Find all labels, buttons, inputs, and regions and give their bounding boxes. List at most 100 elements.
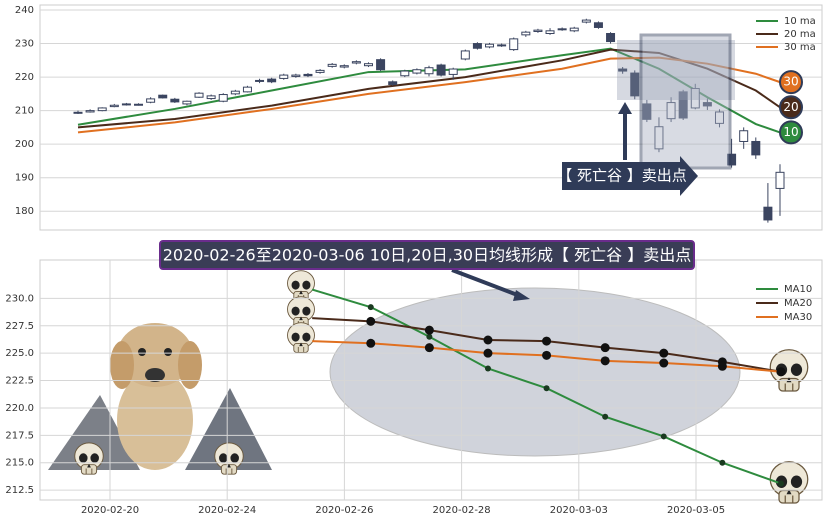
x-tick-label: 2020-03-05 — [667, 505, 725, 516]
candle-body — [593, 22, 603, 28]
candle-body — [242, 86, 252, 93]
marker — [717, 361, 727, 371]
candle-body — [351, 61, 361, 64]
marker — [424, 325, 434, 335]
marker — [483, 348, 493, 358]
legend-label: MA10 — [784, 284, 812, 295]
y-tick-label: 240 — [15, 5, 34, 16]
candle-body — [739, 130, 749, 142]
top-plot-frame — [39, 4, 823, 231]
candle-body — [376, 59, 386, 71]
candle-body — [751, 140, 761, 156]
highlight: 【 死亡谷 】卖出点 — [557, 33, 735, 196]
x-tick-label: 2020-02-28 — [433, 505, 491, 516]
y-tick-label: 220 — [15, 72, 34, 83]
y-tick-label: 222.5 — [5, 376, 34, 387]
legend-label: MA30 — [784, 312, 812, 323]
candle-body — [291, 74, 301, 77]
candle-body — [109, 104, 119, 108]
badge — [779, 120, 803, 145]
candle-body — [146, 98, 156, 103]
candle-body — [727, 153, 737, 166]
marker — [426, 333, 433, 340]
y-tick-label: 230 — [15, 39, 34, 50]
marker — [542, 336, 552, 346]
marker — [602, 413, 609, 420]
candle-body — [606, 33, 616, 43]
ma-line — [77, 47, 781, 134]
candle-body — [763, 206, 773, 221]
candle-body — [327, 63, 337, 67]
y-tick-label: 180 — [15, 206, 34, 217]
badge-label: 30 — [783, 75, 798, 89]
y-tick-label: 227.5 — [5, 321, 34, 332]
marker — [543, 385, 550, 392]
candle-body — [472, 43, 482, 49]
candle-body — [97, 107, 107, 112]
candle-body — [230, 90, 240, 95]
y-tick-label: 220.0 — [5, 403, 34, 414]
title-box: 2020-02-26至2020-03-06 10日,20日,30日均线形成【 死… — [159, 240, 695, 301]
candle-body — [267, 78, 277, 83]
annotation: 【 死亡谷 】卖出点 — [557, 167, 687, 185]
badge-label: 20 — [783, 100, 798, 114]
candle-body — [400, 70, 410, 77]
ma-line — [77, 56, 781, 134]
candle-body — [255, 79, 265, 82]
bottom-chart: 212.5 215.0 217.5 220.0 222.5 225.0 227.5 230.0… — [5, 260, 822, 516]
candle-body — [485, 43, 495, 48]
candle-body — [448, 68, 458, 75]
marker — [367, 304, 374, 311]
legend-label: 20 ma — [784, 29, 816, 40]
y-tick-label: 200 — [15, 139, 34, 150]
candle-body — [509, 38, 519, 51]
candle-body — [702, 102, 712, 107]
candle-body — [775, 171, 785, 189]
legend-label: MA20 — [784, 298, 812, 309]
x-tick-label: 2020-02-24 — [198, 505, 256, 516]
candle-body — [412, 69, 422, 74]
marker — [424, 343, 434, 353]
candle-body — [666, 102, 676, 120]
marker — [600, 343, 610, 353]
badge — [779, 70, 803, 95]
candle-body — [158, 94, 168, 99]
legend-label: 30 ma — [784, 42, 816, 53]
y-tick-label: 230.0 — [5, 293, 34, 304]
candle-body — [303, 73, 313, 77]
candle-body — [339, 65, 349, 68]
marker — [660, 433, 667, 440]
x-tick-label: 2020-02-20 — [81, 505, 139, 516]
candle-body — [569, 27, 579, 32]
candle-body — [654, 126, 664, 150]
marker — [777, 480, 784, 487]
candle-body — [630, 72, 640, 97]
candle-body — [315, 69, 325, 73]
y-tick-label: 212.5 — [5, 485, 34, 496]
bottom-title: 2020-02-26至2020-03-06 10日,20日,30日均线形成【 死… — [163, 246, 691, 265]
marker — [600, 356, 610, 366]
candle-body — [121, 103, 131, 106]
candle-body — [521, 31, 531, 36]
marker — [483, 335, 493, 345]
candle-body — [424, 67, 434, 75]
candle-body — [642, 103, 652, 120]
y-tick-label: 217.5 — [5, 430, 34, 441]
marker — [366, 316, 376, 326]
badge — [779, 95, 803, 120]
candle-body — [690, 87, 700, 109]
candle-body — [218, 94, 228, 102]
marker — [366, 338, 376, 348]
badge-label: 10 — [783, 125, 798, 139]
candle-body — [73, 111, 83, 114]
candle-body — [279, 74, 289, 79]
candle-body — [182, 100, 192, 105]
ma-line — [77, 48, 781, 129]
marker — [719, 459, 726, 466]
candle-body — [460, 50, 470, 60]
marker — [659, 348, 669, 358]
candle-body — [618, 68, 628, 72]
y-tick-label: 190 — [15, 173, 34, 184]
candle-body — [363, 63, 373, 67]
